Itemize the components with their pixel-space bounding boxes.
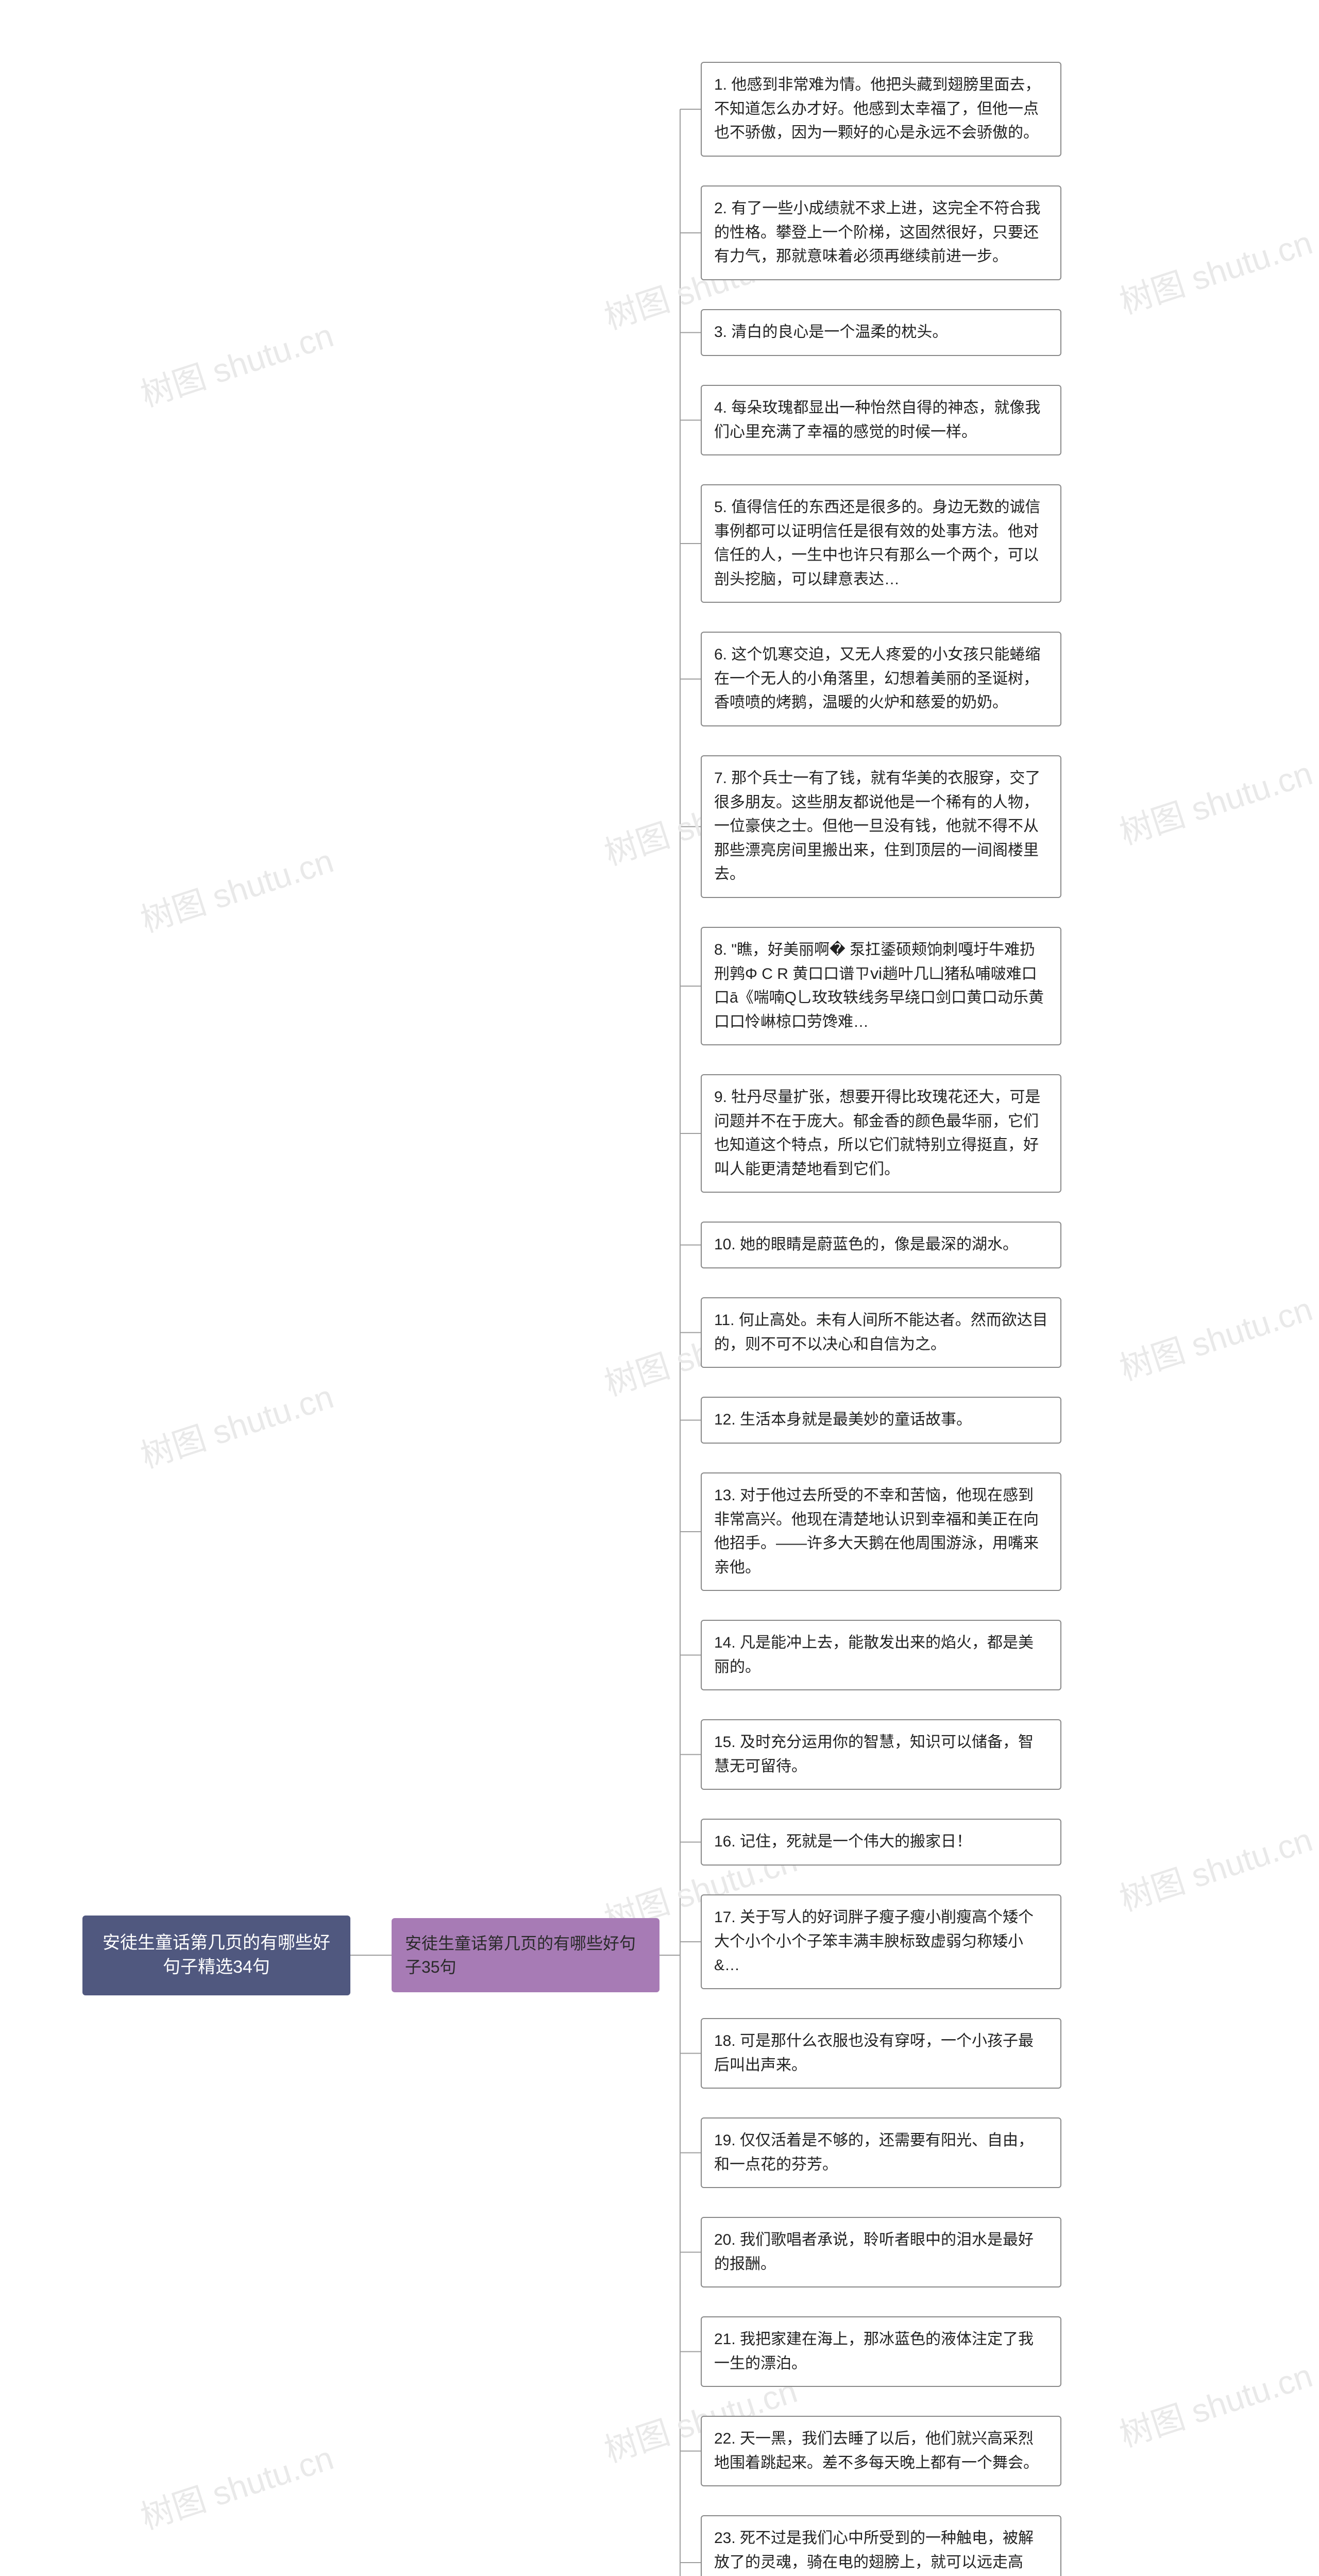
leaf-item: 21. 我把家建在海上，那冰蓝色的液体注定了我一生的漂泊。: [701, 2316, 1061, 2387]
leaf-item: 4. 每朵玫瑰都显出一种怡然自得的神态，就像我们心里充满了幸福的感觉的时候一样。: [701, 385, 1061, 455]
watermark: 树图 shutu.cn: [134, 2432, 339, 2538]
leaf-item: 18. 可是那什么衣服也没有穿呀，一个小孩子最后叫出声来。: [701, 2018, 1061, 2089]
leaf-item: 10. 她的眼睛是蔚蓝色的，像是最深的湖水。: [701, 1222, 1061, 1268]
leaf-item: 22. 天一黑，我们去睡了以后，他们就兴高采烈地围着跳起来。差不多每天晚上都有一…: [701, 2416, 1061, 2486]
leaf-item: 19. 仅仅活着是不够的，还需要有阳光、自由，和一点花的芬芳。: [701, 2117, 1061, 2188]
leaf-item: 15. 及时充分运用你的智慧，知识可以储备，智慧无可留待。: [701, 1719, 1061, 1790]
leaf-item: 14. 凡是能冲上去，能散发出来的焰火，都是美丽的。: [701, 1620, 1061, 1690]
leaf-item: 23. 死不过是我们心中所受到的一种触电，被解放了的灵魂，骑在电的翅膀上，就可以…: [701, 2515, 1061, 2576]
leaf-item: 2. 有了一些小成绩就不求上进，这完全不符合我的性格。攀登上一个阶梯，这固然很好…: [701, 185, 1061, 280]
watermark: 树图 shutu.cn: [1113, 2349, 1317, 2456]
leaf-item: 20. 我们歌唱者承说，聆听者眼中的泪水是最好的报酬。: [701, 2217, 1061, 2287]
leaf-item: 13. 对于他过去所受的不幸和苦恼，他现在感到非常高兴。他现在清楚地认识到幸福和…: [701, 1472, 1061, 1591]
leaf-item: 5. 值得信任的东西还是很多的。身边无数的诚信事例都可以证明信任是很有效的处事方…: [701, 484, 1061, 603]
root-node: 安徒生童话第几页的有哪些好句子精选34句: [82, 1916, 350, 1995]
mid-node: 安徒生童话第几页的有哪些好句子35句: [392, 1918, 660, 1993]
leaf-item: 16. 记住，死就是一个伟大的搬家日！: [701, 1819, 1061, 1866]
leaf-item: 17. 关于写人的好词胖子瘦子瘦小削瘦高个矮个大个小个小个子笨丰满丰腴标致虚弱匀…: [701, 1894, 1061, 1989]
leaf-item: 8. "瞧，好美丽啊� 泵扛鋈硕颊饷刺嘎圩牛难扔刑鹑Φ C R 黄口口谱ㄗⅵ趟叶…: [701, 927, 1061, 1045]
leaf-item: 7. 那个兵士一有了钱，就有华美的衣服穿，交了很多朋友。这些朋友都说他是一个稀有…: [701, 755, 1061, 898]
watermark: 树图 shutu.cn: [1113, 216, 1317, 323]
leaf-item: 3. 清白的良心是一个温柔的枕头。: [701, 309, 1061, 356]
leaf-item: 9. 牡丹尽量扩张，想要开得比玫瑰花还大，可是问题并不在于庞大。郁金香的颜色最华…: [701, 1074, 1061, 1193]
watermark: 树图 shutu.cn: [134, 309, 339, 416]
leaf-item: 11. 何止高处。未有人间所不能达者。然而欲达目的，则不可不以决心和自信为之。: [701, 1297, 1061, 1368]
watermark: 树图 shutu.cn: [1113, 1814, 1317, 1920]
leaf-item: 12. 生活本身就是最美妙的童话故事。: [701, 1397, 1061, 1444]
leaf-item: 6. 这个饥寒交迫，又无人疼爱的小女孩只能蜷缩在一个无人的小角落里，幻想着美丽的…: [701, 632, 1061, 726]
watermark: 树图 shutu.cn: [134, 835, 339, 941]
watermark: 树图 shutu.cn: [1113, 747, 1317, 854]
leaf-item: 1. 他感到非常难为情。他把头藏到翅膀里面去，不知道怎么办才好。他感到太幸福了，…: [701, 62, 1061, 157]
watermark: 树图 shutu.cn: [1113, 1283, 1317, 1389]
watermark: 树图 shutu.cn: [134, 1370, 339, 1477]
